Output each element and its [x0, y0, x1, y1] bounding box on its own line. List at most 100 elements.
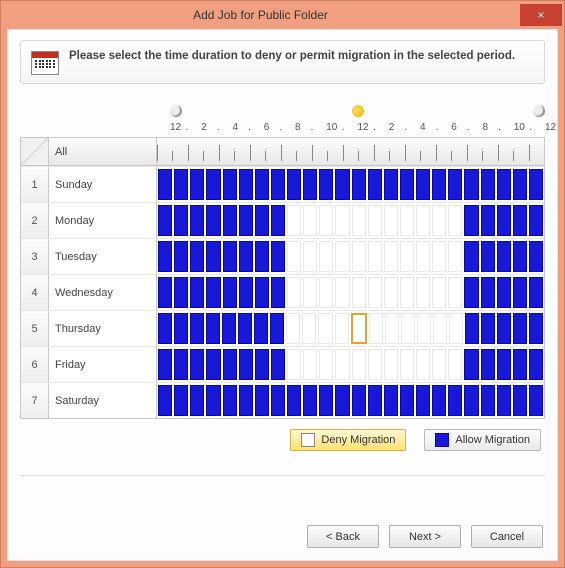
schedule-cell[interactable] [448, 349, 462, 380]
schedule-cell[interactable] [223, 169, 237, 200]
schedule-cell[interactable] [302, 313, 316, 344]
day-name-cell[interactable]: Thursday [49, 311, 157, 346]
schedule-cell[interactable] [497, 313, 511, 344]
schedule-cell[interactable] [319, 277, 333, 308]
schedule-cell[interactable] [432, 205, 446, 236]
schedule-cell[interactable] [368, 241, 382, 272]
schedule-cell[interactable] [222, 313, 236, 344]
schedule-cell[interactable] [368, 277, 382, 308]
schedule-cell[interactable] [368, 349, 382, 380]
schedule-cell[interactable] [158, 241, 172, 272]
schedule-cell[interactable] [239, 385, 253, 416]
schedule-cell[interactable] [319, 349, 333, 380]
schedule-cell[interactable] [271, 169, 285, 200]
schedule-cell[interactable] [513, 241, 527, 272]
schedule-cell[interactable] [255, 205, 269, 236]
schedule-cell[interactable] [464, 277, 478, 308]
schedule-cell[interactable] [401, 313, 415, 344]
schedule-cell[interactable] [271, 349, 285, 380]
schedule-cell[interactable] [335, 241, 349, 272]
schedule-cell[interactable] [400, 349, 414, 380]
schedule-cell[interactable] [529, 385, 543, 416]
day-name-cell[interactable]: Monday [49, 203, 157, 238]
schedule-cell[interactable] [432, 241, 446, 272]
schedule-cell[interactable] [481, 385, 495, 416]
schedule-cell[interactable] [384, 277, 398, 308]
schedule-cell[interactable] [416, 169, 430, 200]
schedule-cell[interactable] [190, 169, 204, 200]
schedule-cell[interactable] [174, 205, 188, 236]
schedule-cell[interactable] [529, 241, 543, 272]
schedule-cell[interactable] [384, 169, 398, 200]
schedule-cell[interactable] [529, 169, 543, 200]
schedule-cell[interactable] [206, 241, 220, 272]
schedule-cell[interactable] [400, 205, 414, 236]
schedule-cell[interactable] [254, 313, 268, 344]
schedule-cell[interactable] [369, 313, 383, 344]
schedule-cell[interactable] [481, 313, 495, 344]
schedule-cell[interactable] [174, 241, 188, 272]
schedule-cell[interactable] [239, 277, 253, 308]
day-name-cell[interactable]: Friday [49, 347, 157, 382]
schedule-cell[interactable] [481, 349, 495, 380]
schedule-cell[interactable] [497, 241, 511, 272]
schedule-cell[interactable] [448, 277, 462, 308]
schedule-cell[interactable] [190, 205, 204, 236]
schedule-cell[interactable] [497, 349, 511, 380]
schedule-cell[interactable] [448, 205, 462, 236]
schedule-cell[interactable] [271, 205, 285, 236]
schedule-cell[interactable] [335, 277, 349, 308]
schedule-cell[interactable] [174, 385, 188, 416]
schedule-cell[interactable] [400, 277, 414, 308]
schedule-cell[interactable] [255, 169, 269, 200]
schedule-cell[interactable] [384, 241, 398, 272]
schedule-cell[interactable] [303, 241, 317, 272]
schedule-cell[interactable] [416, 349, 430, 380]
schedule-cell[interactable] [174, 313, 188, 344]
schedule-cell[interactable] [319, 241, 333, 272]
schedule-cell[interactable] [481, 277, 495, 308]
schedule-cell[interactable] [190, 241, 204, 272]
schedule-cell[interactable] [158, 277, 172, 308]
day-number-cell[interactable]: 3 [21, 239, 49, 274]
schedule-cell[interactable] [448, 385, 462, 416]
schedule-cell[interactable] [416, 241, 430, 272]
schedule-cell[interactable] [319, 169, 333, 200]
schedule-cell[interactable] [206, 349, 220, 380]
schedule-cell[interactable] [481, 169, 495, 200]
day-number-cell[interactable]: 6 [21, 347, 49, 382]
schedule-cell[interactable] [206, 205, 220, 236]
all-header-cell[interactable]: All [49, 138, 157, 165]
schedule-cell[interactable] [432, 169, 446, 200]
schedule-cell[interactable] [497, 385, 511, 416]
schedule-cell[interactable] [400, 385, 414, 416]
schedule-cell[interactable] [432, 277, 446, 308]
schedule-cell[interactable] [368, 205, 382, 236]
schedule-cell[interactable] [335, 349, 349, 380]
schedule-cell[interactable] [158, 385, 172, 416]
allow-migration-button[interactable]: Allow Migration [424, 429, 541, 451]
schedule-cell[interactable] [174, 169, 188, 200]
day-number-cell[interactable]: 5 [21, 311, 49, 346]
schedule-cell[interactable] [270, 313, 284, 344]
schedule-cell[interactable] [384, 385, 398, 416]
schedule-cell[interactable] [190, 313, 204, 344]
schedule-cell[interactable] [464, 205, 478, 236]
schedule-cell[interactable] [529, 313, 543, 344]
schedule-cell[interactable] [190, 349, 204, 380]
schedule-cell[interactable] [238, 313, 252, 344]
schedule-cell[interactable] [223, 241, 237, 272]
schedule-cell[interactable] [432, 349, 446, 380]
schedule-cell[interactable] [384, 205, 398, 236]
schedule-cell[interactable] [287, 241, 301, 272]
schedule-cell[interactable] [416, 277, 430, 308]
schedule-cell[interactable] [303, 349, 317, 380]
schedule-cell[interactable] [303, 205, 317, 236]
schedule-cell[interactable] [449, 313, 463, 344]
schedule-cell[interactable] [433, 313, 447, 344]
schedule-cell[interactable] [255, 385, 269, 416]
schedule-cell[interactable] [239, 349, 253, 380]
day-number-cell[interactable]: 7 [21, 383, 49, 418]
schedule-cell[interactable] [158, 313, 172, 344]
schedule-cell[interactable] [335, 205, 349, 236]
